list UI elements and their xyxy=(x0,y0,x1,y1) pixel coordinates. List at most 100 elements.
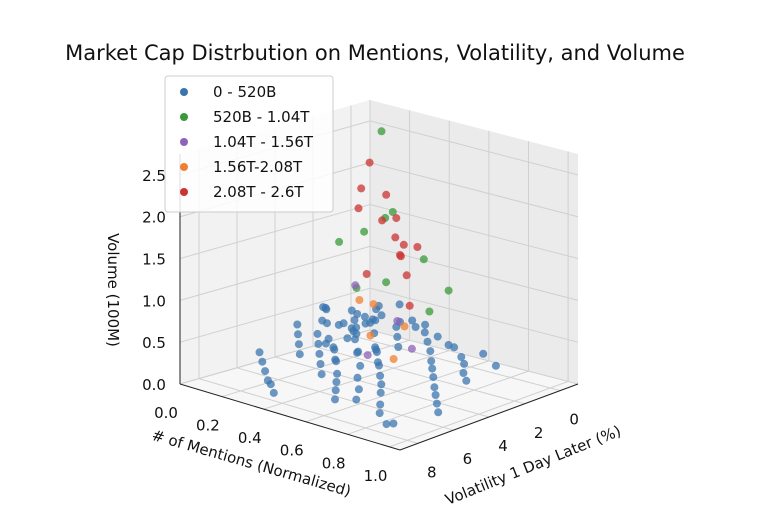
z-gridline xyxy=(369,162,579,218)
z-tick-label: 1.5 xyxy=(142,251,166,269)
legend-marker xyxy=(180,88,188,96)
data-point xyxy=(258,357,267,366)
data-point xyxy=(294,340,303,349)
data-point xyxy=(460,359,469,368)
data-point xyxy=(388,208,397,216)
z-gridline xyxy=(179,287,371,343)
data-point xyxy=(382,278,391,287)
data-point xyxy=(315,349,324,358)
z-gridline xyxy=(179,204,371,260)
data-point xyxy=(421,320,430,329)
data-point xyxy=(324,334,333,343)
data-point xyxy=(351,335,359,344)
data-point xyxy=(402,271,411,280)
data-point xyxy=(371,316,380,325)
data-point xyxy=(362,270,371,278)
data-point xyxy=(261,367,270,376)
data-point xyxy=(330,345,339,354)
data-point xyxy=(433,332,442,341)
z-gridline xyxy=(179,329,371,385)
data-point xyxy=(352,395,361,404)
data-point xyxy=(317,370,326,379)
data-point xyxy=(382,190,391,199)
data-point xyxy=(396,251,404,259)
y-tick-label: 0.6 xyxy=(280,442,304,460)
legend-marker xyxy=(180,138,188,146)
data-point xyxy=(266,380,275,389)
data-point xyxy=(395,300,404,309)
x-axis-line xyxy=(399,383,579,451)
z-tick-label: 2.0 xyxy=(142,209,166,227)
data-point xyxy=(365,158,374,167)
y-gridline xyxy=(305,360,490,423)
x-tick-label: 6 xyxy=(463,450,473,468)
data-point xyxy=(351,281,360,290)
z-tick-label: 0.5 xyxy=(142,334,166,352)
data-point xyxy=(331,395,339,404)
data-point xyxy=(332,378,341,386)
data-point xyxy=(360,312,369,321)
data-point xyxy=(377,127,386,136)
data-point xyxy=(405,301,414,310)
z-tick-label: 2.5 xyxy=(142,167,166,185)
data-point xyxy=(314,339,323,348)
data-point xyxy=(377,380,386,389)
data-point xyxy=(382,420,391,429)
data-point xyxy=(413,243,422,251)
data-point xyxy=(434,408,443,417)
legend-marker xyxy=(180,188,188,196)
data-point xyxy=(394,343,403,351)
legend-box xyxy=(164,75,334,213)
z-gridline xyxy=(369,204,579,260)
data-point xyxy=(369,300,378,309)
data-point xyxy=(313,329,322,338)
data-point xyxy=(389,355,398,363)
legend-marker xyxy=(180,163,188,171)
data-point xyxy=(375,409,384,418)
z-gridline xyxy=(369,329,579,385)
data-point xyxy=(343,334,352,343)
data-point xyxy=(295,350,304,359)
data-point xyxy=(372,348,381,357)
data-point xyxy=(363,351,372,360)
x-gridline xyxy=(350,334,561,392)
data-point xyxy=(333,369,342,378)
data-point xyxy=(353,373,362,382)
y-tick-label: 0.2 xyxy=(196,417,220,435)
data-point xyxy=(479,349,488,358)
data-point xyxy=(354,204,363,213)
data-point xyxy=(400,322,409,331)
y-tick-label: 0.0 xyxy=(154,404,178,422)
z-gridline xyxy=(179,245,371,301)
data-point xyxy=(419,255,428,264)
data-point xyxy=(331,386,340,395)
chart-tick-labels: 0 2 4 6 8 0.0 0.2 0.4 0.6 0.8 1.0 0.0 0.5 1.0 1.5 2.0 2.… xyxy=(142,167,579,485)
data-point xyxy=(457,353,466,361)
data-point xyxy=(431,391,440,399)
data-point xyxy=(378,216,387,225)
data-point xyxy=(462,376,471,385)
data-point xyxy=(430,383,439,392)
legend-label: 2.08T - 2.6T xyxy=(213,183,304,201)
data-point xyxy=(339,319,348,328)
data-point xyxy=(432,399,441,408)
x-tick-label: 2 xyxy=(534,424,544,442)
data-point xyxy=(322,305,331,314)
data-point xyxy=(255,348,264,357)
data-point xyxy=(347,306,356,315)
y-tick-label: 0.8 xyxy=(322,454,346,472)
data-point xyxy=(318,316,327,325)
data-point xyxy=(377,311,386,320)
data-point xyxy=(411,323,420,331)
data-point xyxy=(393,317,402,325)
y-tick-label: 1.0 xyxy=(364,467,388,485)
z-tick-label: 0.0 xyxy=(142,376,166,394)
x-gridline xyxy=(312,345,525,405)
legend-label: 0 - 520B xyxy=(213,83,276,101)
data-point xyxy=(392,214,401,223)
data-point xyxy=(444,286,453,295)
x-tick-label: 8 xyxy=(427,463,437,481)
data-point xyxy=(391,233,400,242)
x-gridline xyxy=(236,367,454,431)
